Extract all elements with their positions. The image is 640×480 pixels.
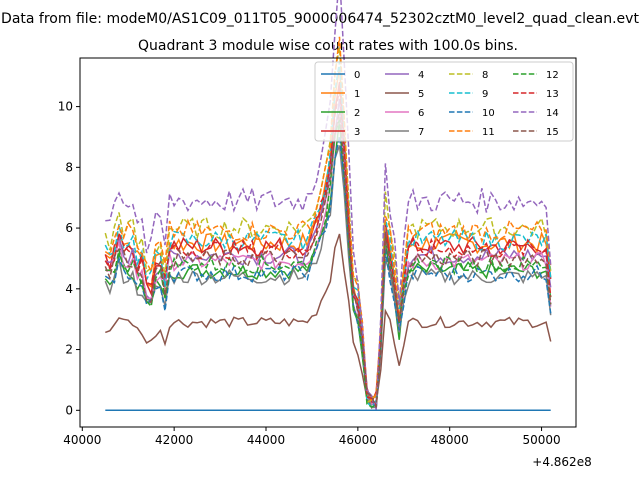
y-tick-label: 6 — [65, 221, 73, 235]
series-line-4 — [105, 98, 552, 411]
legend-label-0: 0 — [354, 70, 360, 81]
x-tick-label: 40000 — [63, 433, 101, 447]
legend-label-10: 10 — [482, 108, 495, 119]
series-line-14 — [105, 0, 552, 410]
y-tick-label: 8 — [65, 160, 73, 174]
chart-suptitle: Data from file: modeM0/AS1C09_011T05_900… — [1, 11, 639, 27]
series-line-5 — [105, 233, 552, 410]
legend-label-7: 7 — [418, 127, 424, 138]
legend-label-1: 1 — [354, 89, 360, 100]
x-tick-label: 48000 — [431, 433, 469, 447]
legend-label-5: 5 — [418, 89, 424, 100]
legend-label-8: 8 — [482, 70, 488, 81]
legend-frame — [314, 61, 574, 142]
axes-frame — [79, 57, 577, 428]
legend-label-14: 14 — [546, 108, 559, 119]
x-tick-label: 42000 — [155, 433, 193, 447]
legend-label-3: 3 — [354, 127, 360, 138]
series-layer — [104, 0, 552, 412]
x-tick-label: 50000 — [522, 433, 560, 447]
y-tick-label: 4 — [65, 282, 73, 296]
y-tick-label: 2 — [65, 343, 73, 357]
legend-label-4: 4 — [418, 70, 424, 81]
legend-label-13: 13 — [546, 89, 559, 100]
series-line-11 — [104, 36, 552, 402]
legend-label-12: 12 — [546, 70, 559, 81]
series-line-9 — [104, 61, 552, 409]
x-offset-label: +4.862e8 — [532, 455, 591, 469]
x-axis: 40000 42000 44000 46000 48000 50000 — [63, 427, 561, 447]
chart-title: Quadrant 3 module wise count rates with … — [138, 38, 518, 54]
series-line-6 — [105, 114, 552, 406]
plot-area — [79, 0, 577, 428]
legend-label-11: 11 — [482, 127, 495, 138]
y-tick-label: 0 — [65, 403, 73, 417]
x-tick-label: 44000 — [247, 433, 285, 447]
y-tick-label: 10 — [58, 100, 73, 114]
x-tick-label: 46000 — [339, 433, 377, 447]
y-axis: 0 2 4 6 8 10 — [58, 100, 80, 417]
series-line-15 — [104, 110, 552, 408]
legend-label-15: 15 — [546, 127, 559, 138]
series-line-12 — [105, 119, 552, 408]
legend-label-6: 6 — [418, 108, 424, 119]
legend-label-2: 2 — [354, 108, 360, 119]
legend-label-9: 9 — [482, 89, 488, 100]
